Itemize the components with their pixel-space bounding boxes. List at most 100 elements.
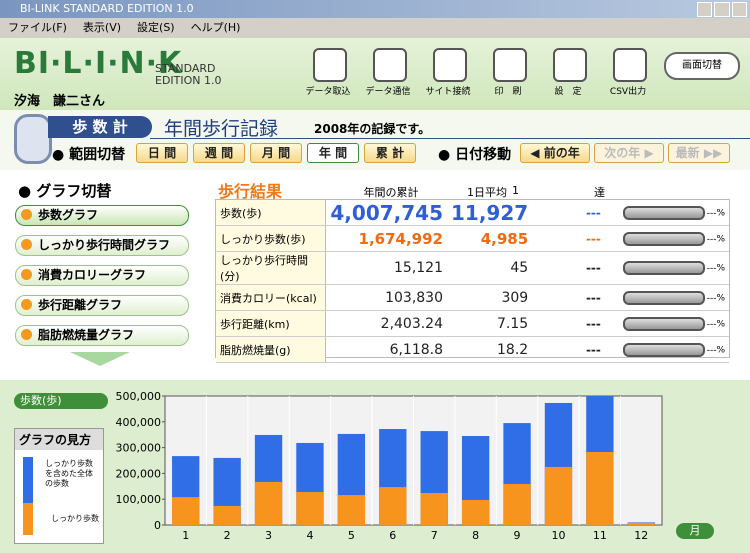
menu-item[interactable]: ファイル(F) — [8, 21, 67, 34]
next-label: 次の年 — [604, 146, 641, 160]
toolbar-icon[interactable] — [373, 48, 407, 82]
toolbar-icon[interactable] — [493, 48, 527, 82]
x-tick-label: 4 — [306, 529, 313, 542]
menu-item[interactable]: ヘルプ(H) — [190, 21, 241, 34]
results-grid: 歩数(歩) 4,007,745 11,927 --- ---% しっかり歩数(歩) 1,67… — [216, 200, 729, 363]
graph-switch-button[interactable]: 脂肪燃焼量グラフ — [15, 325, 189, 346]
result-cell: ---% — [604, 251, 729, 285]
bullet-icon — [21, 239, 32, 250]
user-name: 汐海 謙二さん — [14, 94, 106, 109]
cell-text: 18.2 — [497, 341, 529, 358]
result-cell: 7.15 — [447, 310, 533, 337]
guide-title: グラフの見方 — [15, 429, 103, 450]
result-cell: しっかり歩数(歩) — [216, 225, 327, 252]
range-button[interactable]: 週 間 — [193, 143, 245, 163]
toolbar-icon[interactable] — [553, 48, 587, 82]
cell-text: 歩行距離(km) — [220, 317, 290, 331]
result-cell: --- — [532, 225, 605, 252]
result-cell: 18.2 — [447, 336, 533, 363]
result-cell: しっかり歩行時間(分) — [216, 251, 327, 285]
guide-total-swatch — [23, 457, 33, 507]
close[interactable] — [731, 2, 747, 17]
legend-total: しっかり歩数を含めた全体の歩数 — [45, 459, 93, 488]
latest-button[interactable]: 最新 ▶▶ — [668, 143, 730, 163]
cell-text: ---% — [706, 345, 725, 355]
x-tick-label: 9 — [514, 529, 521, 542]
cell-text: ---% — [706, 208, 725, 218]
bar — [213, 505, 241, 525]
progress-bar — [622, 290, 705, 305]
cell-text: ---% — [706, 263, 725, 274]
bar — [420, 493, 448, 525]
menu-item[interactable]: 設定(S) — [137, 21, 175, 34]
underline — [150, 138, 750, 139]
x-tick-label: 1 — [182, 529, 189, 542]
menu-item[interactable]: 表示(V) — [82, 21, 122, 34]
results-title: 歩行結果 — [218, 182, 283, 201]
range-label: ● 範囲切替 — [52, 147, 126, 163]
badge: 歩 数 計 — [48, 116, 152, 138]
toolbar-icon[interactable] — [313, 48, 347, 82]
switch-screen-label: 画面切替 — [682, 60, 722, 71]
result-cell: 309 — [447, 284, 533, 311]
toolbar-icon[interactable] — [433, 48, 467, 82]
y-tick-label: 300,000 — [116, 442, 162, 455]
y-tick-label: 400,000 — [116, 416, 162, 429]
result-cell: 脂肪燃焼量(g) — [216, 336, 327, 363]
range-button[interactable]: 月 間 — [250, 143, 302, 163]
cell-text: --- — [585, 205, 601, 220]
range-button[interactable]: 年 間 — [307, 143, 359, 163]
progress-bar — [622, 231, 705, 246]
graph-switch-button[interactable]: 消費カロリーグラフ — [15, 265, 189, 286]
result-cell: 消費カロリー(kcal) — [216, 284, 327, 311]
graph-switch-label: しっかり歩行時間グラフ — [38, 238, 171, 252]
graph-switch-label: 脂肪燃焼量グラフ — [38, 328, 135, 342]
range-button[interactable]: 累 計 — [364, 143, 416, 163]
minimize[interactable] — [697, 2, 713, 17]
result-cell: --- — [532, 284, 605, 311]
bar — [254, 481, 283, 525]
graph-switch-label: 歩行距離グラフ — [38, 298, 123, 312]
next-button[interactable]: 次の年 ▶ — [594, 143, 664, 163]
toolbar-label: 印 刷 — [494, 87, 522, 97]
range-button[interactable]: 日 間 — [136, 143, 188, 163]
arrow-down — [70, 352, 130, 366]
x-tick-label: 7 — [431, 529, 438, 542]
bar — [296, 491, 324, 525]
graph-switch-button[interactable]: 歩行距離グラフ — [15, 295, 189, 316]
x-tick-label: 11 — [593, 529, 607, 542]
bar — [379, 487, 407, 525]
progress-bar — [622, 205, 705, 220]
bar — [503, 483, 531, 525]
y-tick-label: 200,000 — [116, 467, 162, 480]
bullet-icon — [21, 269, 32, 280]
result-cell: --- — [532, 336, 605, 363]
result-cell: 103,830 — [325, 284, 447, 311]
bar — [172, 497, 200, 525]
bar — [337, 495, 366, 525]
legend-brisk: しっかり歩数 — [51, 514, 99, 523]
result-row: 歩行距離(km) 2,403.24 7.15 --- ---% — [216, 310, 729, 337]
graph-switch-button[interactable]: しっかり歩行時間グラフ — [15, 235, 189, 256]
cell-text: ---% — [706, 234, 725, 244]
x-tick-label: 3 — [265, 529, 272, 542]
cell-text: ---% — [706, 319, 725, 329]
progress-bar — [622, 342, 705, 357]
x-axis-label: 月 — [676, 523, 714, 539]
cell-text: 2,403.24 — [380, 315, 443, 332]
graph-switch-button[interactable]: 歩数グラフ — [15, 205, 189, 226]
maximize[interactable] — [714, 2, 730, 17]
cell-text: --- — [585, 231, 601, 246]
bar — [461, 499, 490, 525]
window-controls[interactable] — [697, 2, 747, 17]
cell-text: 309 — [501, 289, 529, 306]
result-cell: 歩行距離(km) — [216, 310, 327, 337]
prev-button[interactable]: ◀ 前の年 — [520, 143, 590, 163]
toolbar-icon[interactable] — [613, 48, 647, 82]
bar — [544, 466, 573, 525]
logo: BI·L·I·N·K — [14, 46, 183, 81]
switch-screen[interactable]: 画面切替 — [664, 52, 740, 80]
result-cell: 4,985 — [447, 225, 533, 252]
